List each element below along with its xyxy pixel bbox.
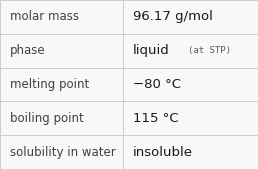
Text: molar mass: molar mass [10, 10, 79, 23]
Text: liquid: liquid [133, 44, 170, 57]
Text: melting point: melting point [10, 78, 90, 91]
Text: 96.17 g/mol: 96.17 g/mol [133, 10, 213, 23]
Text: insoluble: insoluble [133, 146, 193, 159]
Text: phase: phase [10, 44, 46, 57]
Text: 115 °C: 115 °C [133, 112, 179, 125]
Text: −80 °C: −80 °C [133, 78, 181, 91]
Text: solubility in water: solubility in water [10, 146, 116, 159]
Text: (at STP): (at STP) [188, 46, 231, 55]
Text: boiling point: boiling point [10, 112, 84, 125]
